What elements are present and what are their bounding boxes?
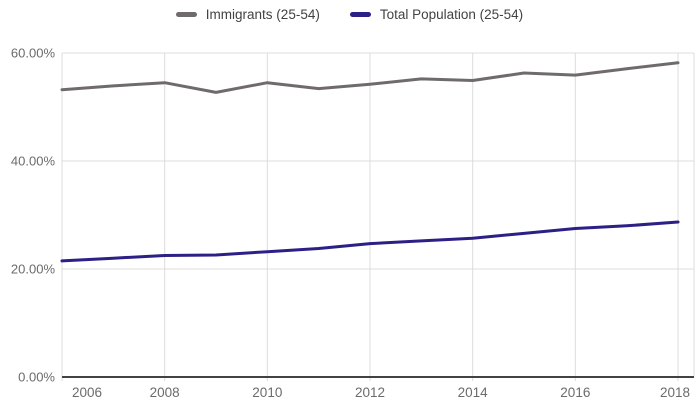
legend-item-immigrants: Immigrants (25-54) [175, 7, 320, 22]
legend-swatch-total-population-icon [349, 12, 371, 17]
x-tick-label: 2014 [458, 385, 489, 400]
x-tick-label: 2016 [560, 385, 590, 400]
x-tick-label: 2010 [252, 385, 282, 400]
y-tick-label: 20.00% [11, 262, 56, 277]
y-tick-label: 60.00% [11, 46, 56, 61]
legend-swatch-immigrants-icon [175, 12, 197, 17]
legend-label-total-population: Total Population (25-54) [379, 7, 524, 22]
legend-item-total-population: Total Population (25-54) [349, 7, 524, 22]
x-tick-label: 2018 [660, 385, 690, 400]
y-tick-label: 0.00% [18, 370, 55, 385]
chart-legend: Immigrants (25-54) Total Population (25-… [0, 7, 699, 22]
series-line-immigrants [60, 61, 680, 94]
legend-label-immigrants: Immigrants (25-54) [205, 7, 320, 22]
y-tick-label: 40.00% [11, 154, 56, 169]
series-line-total-population [60, 220, 680, 263]
x-tick-label: 2006 [72, 385, 102, 400]
x-tick-label: 2008 [150, 385, 180, 400]
x-tick-label: 2012 [355, 385, 385, 400]
